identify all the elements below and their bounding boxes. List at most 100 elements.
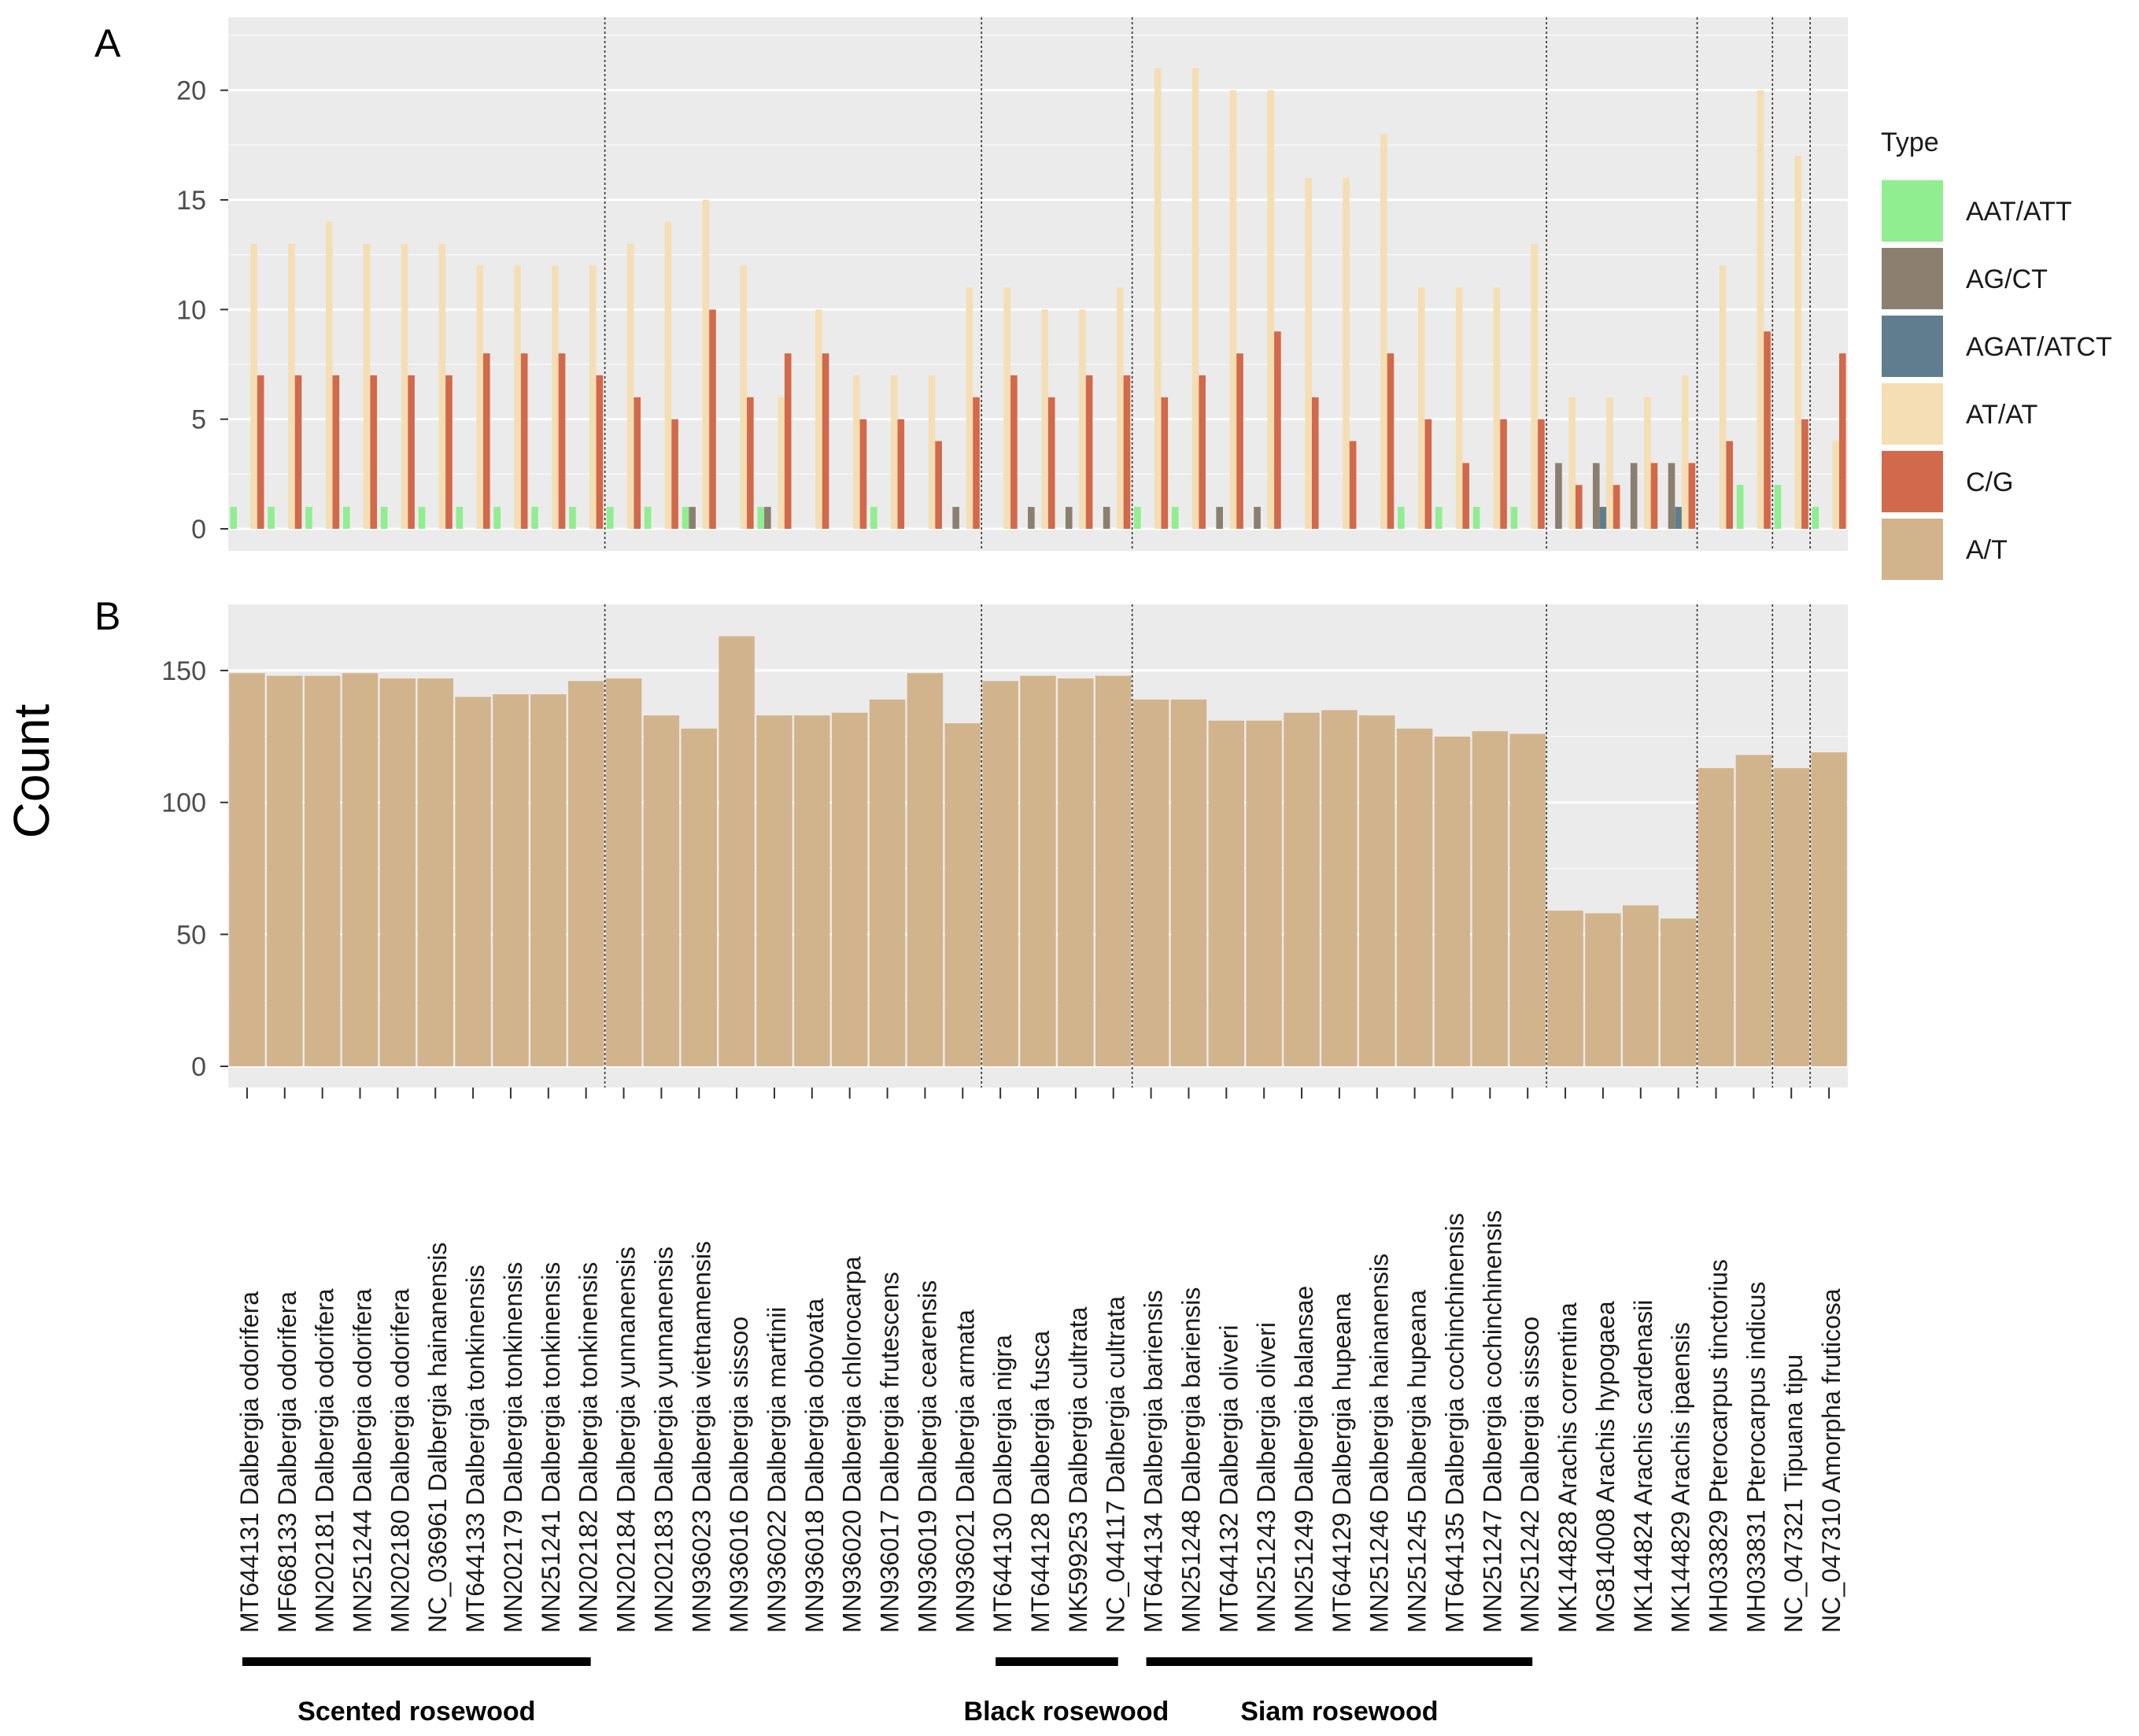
bar-total-a-t: [1434, 736, 1471, 1066]
panel-b: 0 50 100 150 B: [94, 594, 1848, 1088]
y-tick-label: 20: [176, 76, 206, 106]
panel-a: 0 5 10 15 20 A: [94, 17, 1848, 551]
x-tick-label: MT644129 Dalbergia hupeana: [1328, 1292, 1356, 1633]
bar-total-a-t: [267, 675, 303, 1066]
bar-at-at: [740, 265, 748, 529]
bar-total-a-t: [1396, 728, 1433, 1066]
bar-total-a-t: [1660, 918, 1697, 1066]
bar-c-g: [1349, 441, 1357, 529]
x-tick-label: MN251249 Dalbergia balansae: [1290, 1286, 1318, 1633]
bar-total-a-t: [982, 681, 1018, 1066]
bar-aat-att: [268, 507, 275, 529]
bar-at-at: [702, 200, 710, 529]
bar-at-at: [401, 243, 408, 529]
bar-at-at: [1568, 397, 1576, 529]
x-tick-label: MK599253 Dalbergia cultrata: [1064, 1306, 1092, 1633]
bar-at-at: [1079, 309, 1086, 529]
panel-a-label: A: [94, 21, 121, 65]
bar-at-at: [250, 243, 257, 529]
bar-aat-att: [1472, 507, 1480, 529]
bar-at-at: [815, 309, 822, 529]
bar-aat-att: [870, 507, 877, 529]
bar-total-a-t: [455, 696, 491, 1066]
bar-at-at: [1832, 441, 1839, 529]
bar-total-a-t: [681, 728, 717, 1066]
bar-at-at: [966, 287, 973, 529]
bar-ag-ct: [1028, 507, 1035, 529]
x-tick-label: MN202180 Dalbergia odorifera: [386, 1288, 414, 1633]
x-tick-label: MN251247 Dalbergia cochinchinensis: [1478, 1210, 1506, 1633]
bar-c-g: [1123, 375, 1131, 529]
panel-a-y-axis: 0 5 10 15 20: [176, 76, 228, 545]
x-tick-label: NC_044117 Dalbergia cultrata: [1102, 1296, 1130, 1633]
bar-at-at: [778, 397, 785, 529]
legend-swatch-ag-ct: [1880, 246, 1945, 311]
legend-swatch-a-t: [1880, 517, 1945, 582]
bar-total-a-t: [719, 636, 755, 1066]
bar-at-at: [928, 375, 936, 529]
legend-label: AGAT/ATCT: [1966, 332, 2112, 362]
bar-at-at: [1493, 287, 1501, 529]
bar-ag-ct: [1065, 507, 1073, 529]
bar-c-g: [1311, 397, 1319, 529]
bar-ag-ct: [1630, 463, 1638, 529]
bar-c-g: [859, 419, 867, 529]
bar-total-a-t: [605, 678, 642, 1066]
x-tick-label: MT644135 Dalbergia cochinchinensis: [1440, 1213, 1468, 1633]
bar-c-g: [897, 419, 905, 529]
bar-at-at: [1191, 68, 1199, 530]
bar-c-g: [1199, 375, 1206, 529]
bar-total-a-t: [417, 678, 453, 1066]
bar-at-at: [1041, 309, 1048, 529]
bar-at-at: [1417, 287, 1425, 529]
legend-swatch-at-at: [1880, 382, 1945, 446]
x-tick-label: MH033831 Pterocarpus indicus: [1742, 1282, 1770, 1633]
x-tick-label: MN936023 Dalbergia vietnamensis: [687, 1241, 715, 1633]
x-tick-label: MF668133 Dalbergia odorifera: [273, 1291, 301, 1633]
bar-total-a-t: [1321, 710, 1358, 1066]
bar-c-g: [1387, 353, 1395, 529]
bar-c-g: [408, 375, 415, 529]
bar-total-a-t: [1284, 712, 1320, 1066]
y-tick-label: 10: [176, 295, 206, 325]
legend-label: AT/AT: [1966, 400, 2037, 430]
x-tick-label: MN936017 Dalbergia frutescens: [876, 1272, 904, 1633]
bar-at-at: [1267, 90, 1275, 529]
group-label: Scented rosewood: [297, 1697, 535, 1727]
bar-aat-att: [1171, 507, 1179, 529]
x-tick-label: MT644128 Dalbergia fusca: [1026, 1331, 1055, 1633]
bar-c-g: [370, 375, 378, 529]
x-tick-label: MN251241 Dalbergia tonkinensis: [537, 1262, 565, 1633]
bar-total-a-t: [1132, 699, 1169, 1066]
x-tick-label: MG814008 Arachis hypogaea: [1591, 1301, 1620, 1633]
bar-total-a-t: [379, 678, 416, 1066]
x-tick-label: MN251244 Dalbergia odorifera: [349, 1288, 377, 1633]
x-tick-label: MN202179 Dalbergia tonkinensis: [499, 1262, 527, 1633]
x-tick-label: MN251248 Dalbergia bariensis: [1177, 1287, 1205, 1633]
bar-aat-att: [493, 507, 501, 529]
bar-at-at: [1455, 287, 1463, 529]
bar-total-a-t: [1208, 720, 1245, 1066]
bar-total-a-t: [1170, 699, 1207, 1066]
x-tick-label: MN251242 Dalbergia sissoo: [1516, 1317, 1544, 1633]
bar-aat-att: [1435, 507, 1443, 529]
bar-at-at: [1794, 156, 1802, 529]
bar-at-at: [288, 243, 295, 529]
x-tick-label: MN936021 Dalbergia armata: [951, 1309, 979, 1633]
bar-total-a-t: [907, 673, 944, 1066]
bar-agat-atct: [1599, 507, 1607, 529]
bar-aat-att: [342, 507, 350, 529]
bar-c-g: [1838, 353, 1846, 529]
legend-label: AG/CT: [1966, 264, 2048, 294]
legend-label: AAT/ATT: [1966, 197, 2072, 227]
bar-aat-att: [456, 507, 464, 529]
bar-total-a-t: [493, 694, 529, 1066]
legend-label: A/T: [1966, 535, 2008, 565]
x-tick-label: MN936022 Dalbergia martinii: [763, 1307, 791, 1633]
y-tick-label: 0: [191, 515, 206, 545]
bar-c-g: [1538, 419, 1545, 529]
legend: Type AAT/ATT AG/CT AGAT/ATCT AT/AT C/G A/T: [1880, 127, 2112, 582]
bar-c-g: [1726, 441, 1734, 529]
bar-at-at: [890, 375, 898, 529]
bar-total-a-t: [530, 694, 567, 1066]
